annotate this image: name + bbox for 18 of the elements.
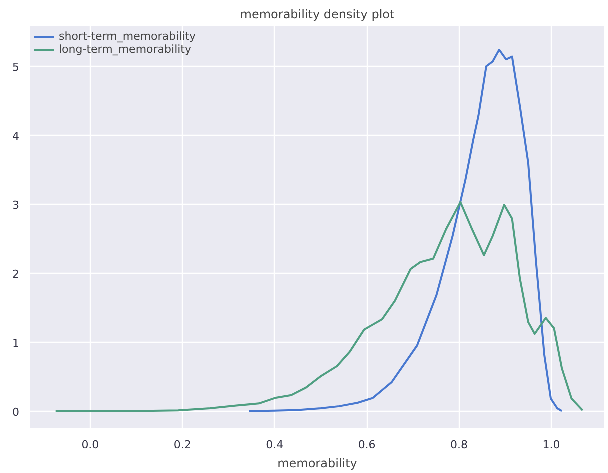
chart-title: memorability density plot <box>240 8 396 22</box>
legend-label: long-term_memorability <box>59 43 192 56</box>
x-tick-label: 0.2 <box>174 438 192 452</box>
line-series <box>54 201 584 412</box>
y-tick-label: 3 <box>12 198 20 212</box>
line-series <box>248 48 564 412</box>
y-tick-label: 2 <box>12 268 20 281</box>
x-tick-label: 1.0 <box>542 438 560 452</box>
y-tick-label: 4 <box>12 130 20 143</box>
y-tick-label: 0 <box>12 406 20 419</box>
x-tick-label: 0.4 <box>266 438 284 452</box>
x-axis-title: memorability <box>278 456 358 470</box>
x-tick-label: 0.0 <box>82 438 100 452</box>
legend-label: short-term_memorability <box>59 30 196 43</box>
x-tick-label: 0.6 <box>358 438 376 452</box>
x-tick-label: 0.8 <box>450 438 468 452</box>
y-tick-label: 1 <box>12 336 20 350</box>
y-tick-label: 5 <box>12 60 20 74</box>
